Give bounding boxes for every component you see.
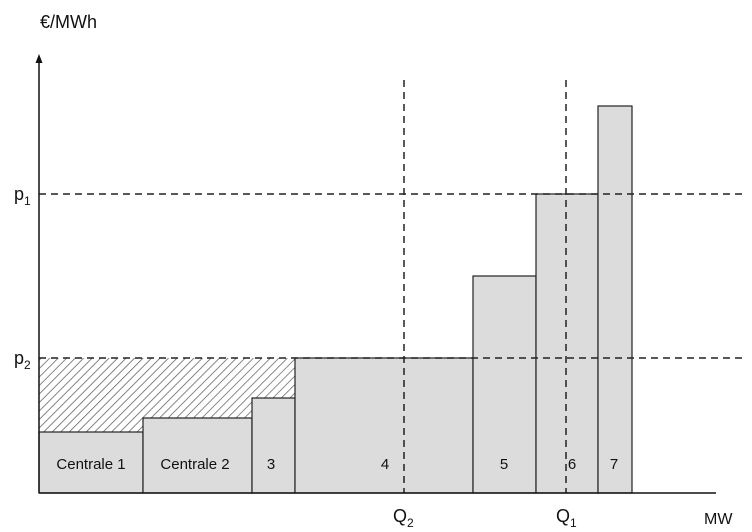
bar-6 [535,193,599,494]
y-axis-arrow-icon [35,54,43,63]
x-axis-unit: MW [704,511,733,528]
plant-label-centrale-1: Centrale 1 [56,456,125,473]
q2-label: Q2 [393,506,414,530]
q1-label: Q1 [556,506,577,530]
bar-3 [251,397,296,494]
bar-7 [597,105,633,494]
plant-label-7: 7 [610,456,618,473]
y-axis-unit: €/MWh [40,12,97,32]
plant-label-4: 4 [381,456,389,473]
p2-label: p2 [14,348,31,372]
p1-label: p1 [14,184,31,208]
hatched-area [39,358,295,432]
plant-label-6: 6 [568,456,576,473]
plant-label-5: 5 [500,456,508,473]
plant-label-3: 3 [267,456,275,473]
plant-label-centrale-2: Centrale 2 [160,456,229,473]
